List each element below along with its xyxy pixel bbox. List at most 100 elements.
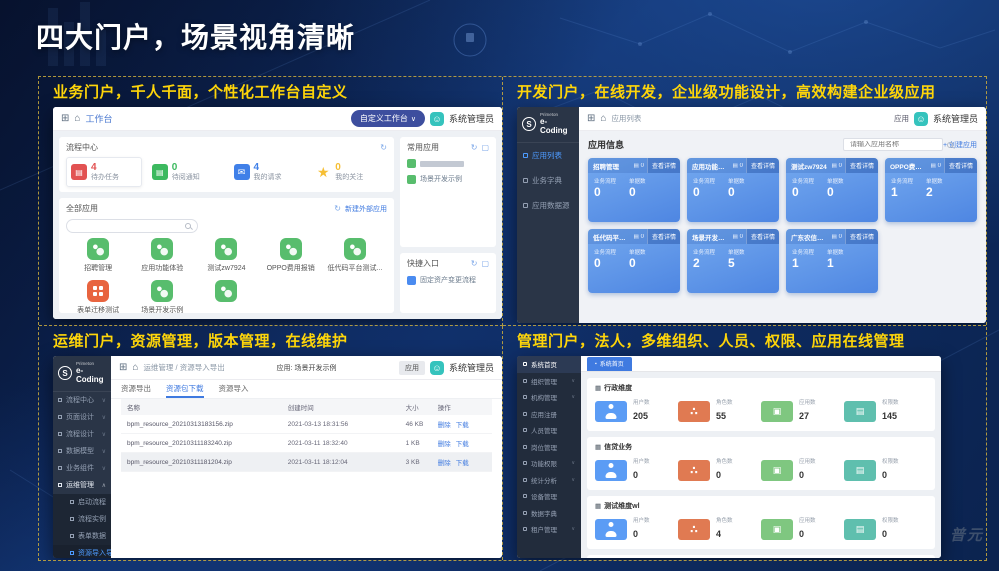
menu-icon xyxy=(58,432,62,437)
sidebar-item[interactable]: 设备管理 xyxy=(517,488,581,505)
common-app-item[interactable] xyxy=(407,159,489,168)
sidebar-item[interactable]: 人员管理 xyxy=(517,422,581,439)
stat2-value: 0 xyxy=(629,256,636,270)
view-details-button[interactable]: 查看详情 xyxy=(844,229,878,244)
resource-tab[interactable]: 资源导出 xyxy=(121,383,151,393)
process-stat-card[interactable]: 0 待阅通知 xyxy=(148,157,224,187)
apps-grid-icon[interactable]: ⊞ xyxy=(587,112,596,124)
user-avatar[interactable] xyxy=(429,111,444,126)
app-item[interactable]: 应用功能体验 xyxy=(130,238,194,273)
stat-label: 应用数 xyxy=(799,459,816,465)
quick-entry-item[interactable]: 固定资产变更流程 xyxy=(407,275,489,285)
customize-workbench-button[interactable]: 自定义工作台 xyxy=(350,110,425,127)
sidebar-item[interactable]: 业务组件 xyxy=(53,460,111,477)
refresh-icon[interactable]: ↻ xyxy=(470,258,478,268)
table-row[interactable]: bpm_resource_20210311183240.zip 2021-03-… xyxy=(121,434,492,453)
delete-link[interactable]: 删除 xyxy=(437,422,451,429)
sidebar-item[interactable]: 机构管理 xyxy=(517,389,581,406)
sidebar-item[interactable]: 系统首页 xyxy=(517,356,581,373)
process-stat-card[interactable]: 4 我的请求 xyxy=(230,157,306,187)
home-icon[interactable]: ⌂ xyxy=(132,361,139,373)
sidebar-item[interactable]: 业务字典 xyxy=(517,168,579,193)
app-search-input[interactable] xyxy=(843,141,947,148)
sidebar-item-label: 组织管理 xyxy=(531,378,557,386)
app-item[interactable] xyxy=(194,280,258,313)
stat-card-info: 0 我的关注 xyxy=(335,162,363,182)
new-external-app-link[interactable]: 新建外部应用 xyxy=(345,205,387,213)
user-avatar[interactable] xyxy=(429,360,444,375)
apps-grid-icon[interactable]: ⊞ xyxy=(119,361,128,373)
view-details-button[interactable]: 查看详情 xyxy=(844,158,878,173)
app-menu[interactable]: 应用 xyxy=(398,360,425,375)
user-avatar[interactable] xyxy=(913,111,928,126)
table-row[interactable]: bpm_resource_20210311181204.zip 2021-03-… xyxy=(121,453,492,472)
view-details-button[interactable]: 查看详情 xyxy=(646,229,680,244)
col-name: 名称 xyxy=(127,405,140,412)
expand-icon[interactable]: ▢ xyxy=(481,142,489,152)
create-app-button[interactable]: + 创建应用 xyxy=(942,141,977,149)
sidebar-item[interactable]: 页面设计 xyxy=(53,409,111,426)
resource-tab[interactable]: 资源包下载 xyxy=(166,380,204,398)
sidebar-item[interactable]: 数据字典 xyxy=(517,505,581,522)
sidebar-item[interactable]: 流程设计 xyxy=(53,426,111,443)
home-icon[interactable]: ⌂ xyxy=(74,112,81,124)
app-item[interactable]: 招聘管理 xyxy=(66,238,130,273)
app-card-title: 低代码平台测试验证 xyxy=(593,234,630,242)
app-search-box[interactable] xyxy=(66,219,198,234)
view-details-button[interactable]: 查看详情 xyxy=(745,158,779,173)
sidebar-item[interactable]: 应用数据源 xyxy=(517,193,579,218)
stat2-value: 0 xyxy=(629,185,636,199)
sidebar-item[interactable]: 租户管理 xyxy=(517,521,581,538)
app-search-input[interactable] xyxy=(67,222,185,230)
app-menu[interactable]: 应用 xyxy=(893,114,909,123)
delete-link[interactable]: 删除 xyxy=(437,460,451,467)
sidebar-item[interactable]: 流程实例 xyxy=(53,510,111,528)
view-details-button[interactable]: 查看详情 xyxy=(943,158,977,173)
workspace-tab[interactable]: 工作台 xyxy=(85,114,113,124)
home-tab[interactable]: 系统首页 xyxy=(587,357,632,371)
common-app-item[interactable]: 场景开发示例 xyxy=(407,174,489,184)
home-icon[interactable]: ⌂ xyxy=(600,112,607,124)
sidebar-item[interactable]: 流程中心 xyxy=(53,392,111,409)
process-stat-card[interactable]: 0 我的关注 xyxy=(311,157,387,187)
app-item[interactable]: 表单迁移测试 xyxy=(66,280,130,313)
sidebar-item[interactable]: 组织管理 xyxy=(517,373,581,390)
download-link[interactable]: 下载 xyxy=(455,460,469,467)
sidebar-item[interactable]: 启动流程 xyxy=(53,493,111,511)
expand-icon[interactable]: ▢ xyxy=(481,258,489,268)
sidebar-item[interactable]: 运维管理 xyxy=(53,477,111,494)
sidebar-item[interactable]: 表单数据 xyxy=(53,527,111,545)
process-stat-card[interactable]: 4 待办任务 xyxy=(66,157,142,188)
sidebar-item[interactable]: 应用列表 xyxy=(517,143,579,168)
ops-main: ⊞ ⌂ 运维管理 / 资源导入导出 应用: 场景开发示例 应用 系统管理员 资源… xyxy=(111,356,502,558)
refresh-icon[interactable]: ↻ xyxy=(380,142,387,152)
refresh-icon[interactable]: ↻ xyxy=(334,203,341,213)
sidebar-item[interactable]: 统计分析 xyxy=(517,472,581,489)
download-link[interactable]: 下载 xyxy=(455,441,469,448)
app-item[interactable]: 场景开发示例 xyxy=(130,280,194,313)
refresh-icon[interactable]: ↻ xyxy=(470,142,478,152)
sidebar-item[interactable]: 应用注册 xyxy=(517,406,581,423)
view-details-button[interactable]: 查看详情 xyxy=(646,158,680,173)
sidebar-item[interactable]: 功能权限 xyxy=(517,455,581,472)
resource-tab[interactable]: 资源导入 xyxy=(218,383,249,393)
app-item[interactable]: 测试zw7924 xyxy=(194,238,258,273)
apps-grid-icon[interactable]: ⊞ xyxy=(61,112,70,124)
sidebar-item[interactable]: 数据模型 xyxy=(53,443,111,460)
table-row[interactable]: bpm_resource_20210313183156.zip 2021-03-… xyxy=(121,415,492,434)
sidebar-item[interactable]: 岗位管理 xyxy=(517,439,581,456)
delete-link[interactable]: 删除 xyxy=(437,441,451,448)
app-search-box[interactable] xyxy=(842,138,953,151)
app-item[interactable]: 低代码平台测试... xyxy=(323,238,387,273)
download-link[interactable]: 下载 xyxy=(455,422,469,429)
app-item[interactable]: OPPO费用报销 xyxy=(259,238,323,273)
view-details-button[interactable]: 查看详情 xyxy=(745,229,779,244)
sidebar-item[interactable]: 资源导入导出 xyxy=(53,544,120,558)
